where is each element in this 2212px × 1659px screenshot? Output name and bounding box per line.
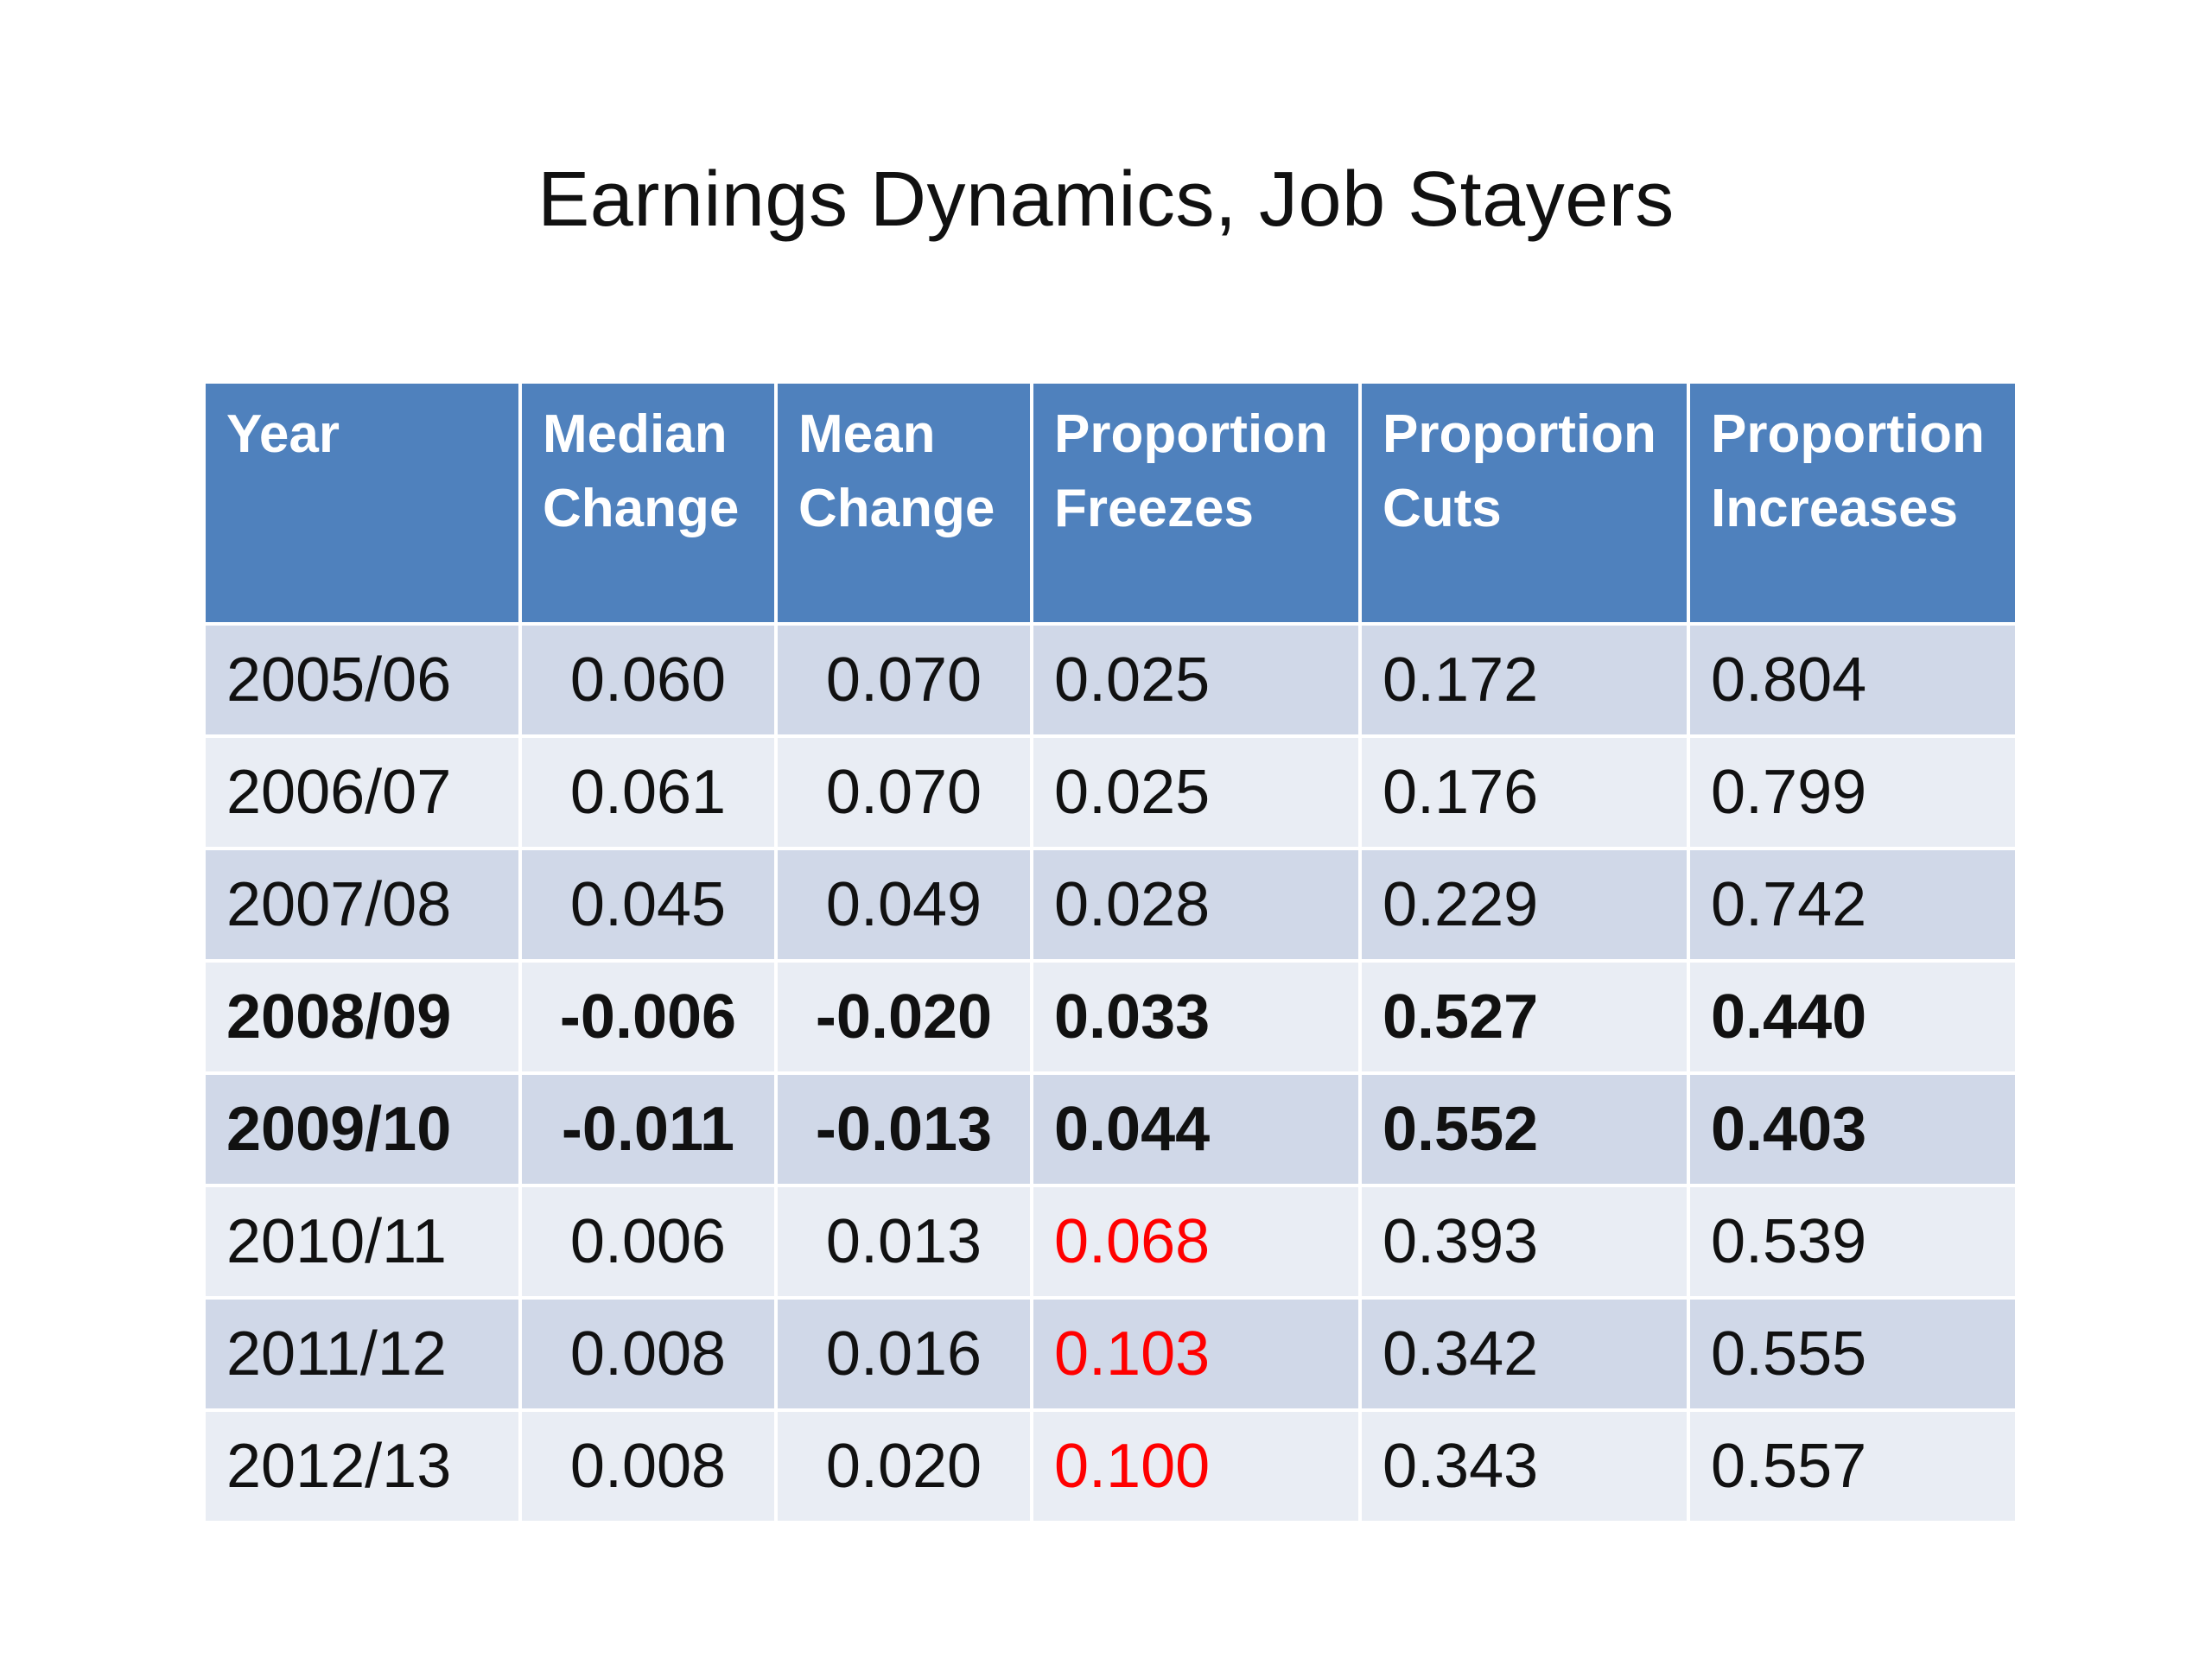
cell-proportion-freezes: 0.068 [1033,1187,1358,1296]
cell-year: 2011/12 [206,1300,518,1408]
cell-proportion-cuts: 0.229 [1362,850,1687,959]
cell-median-change: 0.060 [522,626,774,734]
cell-proportion-increases: 0.557 [1690,1412,2015,1521]
table-row: 2011/12 0.008 0.016 0.103 0.342 0.555 [206,1300,2015,1408]
header-cuts-line2: Cuts [1382,479,1502,538]
table-row: 2012/13 0.008 0.020 0.100 0.343 0.557 [206,1412,2015,1521]
table-row: 2005/06 0.060 0.070 0.025 0.172 0.804 [206,626,2015,734]
header-freezes-line1: Proportion [1054,404,1328,464]
cell-proportion-increases: 0.555 [1690,1300,2015,1408]
header-median-line2: Change [543,479,740,538]
cell-median-change: -0.011 [522,1075,774,1184]
table-row: 2009/10 -0.011 -0.013 0.044 0.552 0.403 [206,1075,2015,1184]
cell-proportion-freezes: 0.028 [1033,850,1358,959]
cell-year: 2009/10 [206,1075,518,1184]
cell-year: 2007/08 [206,850,518,959]
cell-proportion-cuts: 0.527 [1362,963,1687,1071]
cell-year: 2008/09 [206,963,518,1071]
table-row: 2006/07 0.061 0.070 0.025 0.176 0.799 [206,738,2015,847]
table-row: 2010/11 0.006 0.013 0.068 0.393 0.539 [206,1187,2015,1296]
header-increases-line1: Proportion [1711,404,1985,464]
cell-mean-change: -0.013 [778,1075,1030,1184]
header-mean-line2: Change [798,479,995,538]
cell-mean-change: 0.016 [778,1300,1030,1408]
cell-proportion-freezes: 0.103 [1033,1300,1358,1408]
cell-proportion-increases: 0.804 [1690,626,2015,734]
header-mean-line1: Mean [798,404,936,464]
cell-year: 2010/11 [206,1187,518,1296]
header-median-line1: Median [543,404,728,464]
cell-median-change: 0.045 [522,850,774,959]
cell-mean-change: 0.020 [778,1412,1030,1521]
header-freezes-line2: Freezes [1054,479,1254,538]
cell-proportion-increases: 0.742 [1690,850,2015,959]
table-header-row: Year Median Change Mean Change Proportio… [206,384,2015,622]
cell-year: 2005/06 [206,626,518,734]
header-proportion-freezes: Proportion Freezes [1033,384,1358,622]
cell-mean-change: 0.013 [778,1187,1030,1296]
cell-proportion-freezes: 0.025 [1033,738,1358,847]
cell-mean-change: 0.070 [778,626,1030,734]
cell-proportion-cuts: 0.343 [1362,1412,1687,1521]
cell-mean-change: -0.020 [778,963,1030,1071]
cell-median-change: 0.008 [522,1412,774,1521]
cell-proportion-increases: 0.799 [1690,738,2015,847]
cell-proportion-cuts: 0.552 [1362,1075,1687,1184]
cell-proportion-increases: 0.403 [1690,1075,2015,1184]
table-row: 2008/09 -0.006 -0.020 0.033 0.527 0.440 [206,963,2015,1071]
cell-year: 2006/07 [206,738,518,847]
cell-year: 2012/13 [206,1412,518,1521]
cell-proportion-increases: 0.440 [1690,963,2015,1071]
header-year: Year [206,384,518,622]
cell-median-change: 0.006 [522,1187,774,1296]
cell-mean-change: 0.049 [778,850,1030,959]
cell-proportion-freezes: 0.044 [1033,1075,1358,1184]
cell-proportion-freezes: 0.033 [1033,963,1358,1071]
cell-median-change: -0.006 [522,963,774,1071]
header-proportion-increases: Proportion Increases [1690,384,2015,622]
header-increases-line2: Increases [1711,479,1959,538]
header-year-line1: Year [226,404,340,464]
cell-mean-change: 0.070 [778,738,1030,847]
cell-median-change: 0.061 [522,738,774,847]
cell-median-change: 0.008 [522,1300,774,1408]
cell-proportion-cuts: 0.342 [1362,1300,1687,1408]
cell-proportion-increases: 0.539 [1690,1187,2015,1296]
cell-proportion-cuts: 0.172 [1362,626,1687,734]
table-row: 2007/08 0.045 0.049 0.028 0.229 0.742 [206,850,2015,959]
earnings-table: Year Median Change Mean Change Proportio… [202,380,2018,1524]
slide-title: Earnings Dynamics, Job Stayers [537,156,1675,243]
table-body: 2005/06 0.060 0.070 0.025 0.172 0.804 20… [206,626,2015,1521]
cell-proportion-cuts: 0.176 [1362,738,1687,847]
cell-proportion-cuts: 0.393 [1362,1187,1687,1296]
cell-proportion-freezes: 0.025 [1033,626,1358,734]
header-proportion-cuts: Proportion Cuts [1362,384,1687,622]
cell-proportion-freezes: 0.100 [1033,1412,1358,1521]
header-mean-change: Mean Change [778,384,1030,622]
header-median-change: Median Change [522,384,774,622]
header-cuts-line1: Proportion [1382,404,1656,464]
